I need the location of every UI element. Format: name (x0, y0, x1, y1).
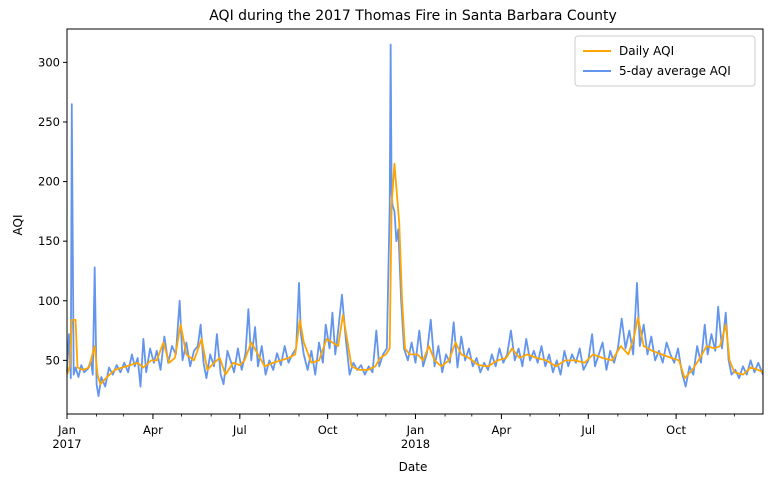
series-line-5-day-average-aqi (66, 162, 764, 386)
x-tick-label: Apr (143, 423, 163, 437)
y-axis-label: AQI (11, 215, 25, 236)
x-tick-year-label: 2018 (401, 437, 430, 451)
legend: Daily AQI 5-day average AQI (574, 35, 756, 87)
y-tick-label: 150 (38, 234, 60, 248)
x-tick-label: Jul (232, 423, 247, 437)
y-tick-label: 250 (38, 115, 60, 129)
x-tick-label: Jul (580, 423, 595, 437)
x-tick-label: Oct (666, 423, 686, 437)
y-tick-label: 200 (38, 175, 60, 189)
x-axis-label: Date (399, 460, 428, 474)
x-tick-year-label: 2017 (52, 437, 81, 451)
x-tick-label: Jan (57, 423, 76, 437)
legend-label: Daily AQI (619, 44, 674, 58)
legend-box (574, 35, 756, 87)
y-tick-label: 100 (38, 294, 60, 308)
legend-label: 5-day average AQI (619, 64, 731, 78)
chart-title: AQI during the 2017 Thomas Fire in Santa… (209, 8, 617, 24)
y-tick-label: 300 (38, 55, 60, 69)
x-tick-label: Apr (491, 423, 511, 437)
x-tick-label: Oct (318, 423, 338, 437)
y-tick-label: 50 (45, 353, 60, 367)
x-tick-label: Jan (406, 423, 425, 437)
